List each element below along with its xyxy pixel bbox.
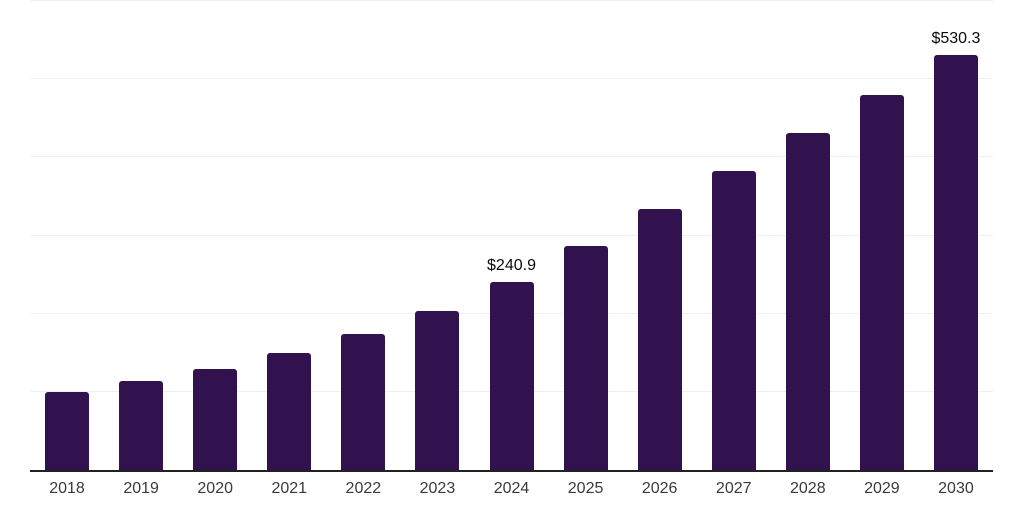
bar-2025 [563, 245, 608, 470]
x-tick-2027: 2027 [715, 480, 752, 497]
x-tick-2030: 2030 [938, 480, 974, 497]
bar-2019 [119, 380, 164, 470]
data-label-2024: $240.9 [487, 256, 536, 274]
x-tick-2019: 2019 [123, 480, 159, 497]
plot-area: $240.9 $530.3 [30, 0, 993, 472]
x-tick-2024: 2024 [493, 480, 530, 497]
bar-2018 [45, 391, 90, 470]
data-label-2030: $530.3 [931, 30, 981, 48]
bar-2029 [859, 94, 904, 470]
x-tick-2025: 2025 [567, 480, 604, 497]
x-tick-2018: 2018 [49, 480, 85, 497]
gridline-400 [30, 156, 993, 158]
bar-2028 [785, 132, 830, 470]
bar-2024 [489, 281, 534, 470]
gridline-500 [30, 78, 993, 80]
x-tick-2029: 2029 [864, 480, 900, 497]
gridline-300 [30, 234, 993, 236]
bar-2023 [415, 310, 460, 470]
x-tick-2028: 2028 [790, 480, 826, 497]
bar-2027 [711, 170, 756, 470]
x-tick-2026: 2026 [641, 480, 678, 497]
bar-2022 [341, 333, 386, 470]
x-tick-2020: 2020 [197, 480, 233, 497]
x-tick-2022: 2022 [345, 480, 382, 497]
bar-2021 [267, 352, 312, 470]
x-axis: 2018 2019 2020 2021 2022 2023 2024 2025 2026 2027… [30, 480, 993, 504]
x-tick-2023: 2023 [419, 480, 456, 497]
bar-2020 [193, 368, 238, 470]
gridline-600 [30, 0, 993, 1]
bar-2030 [933, 55, 978, 470]
bar-2026 [637, 208, 682, 470]
x-tick-2021: 2021 [271, 480, 308, 497]
